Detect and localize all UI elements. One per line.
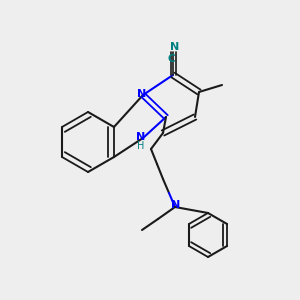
- Text: N: N: [170, 42, 180, 52]
- Text: N: N: [171, 200, 181, 210]
- Text: H: H: [137, 141, 145, 151]
- Text: N: N: [136, 132, 146, 142]
- Text: N: N: [137, 89, 147, 99]
- Text: C: C: [167, 54, 175, 64]
